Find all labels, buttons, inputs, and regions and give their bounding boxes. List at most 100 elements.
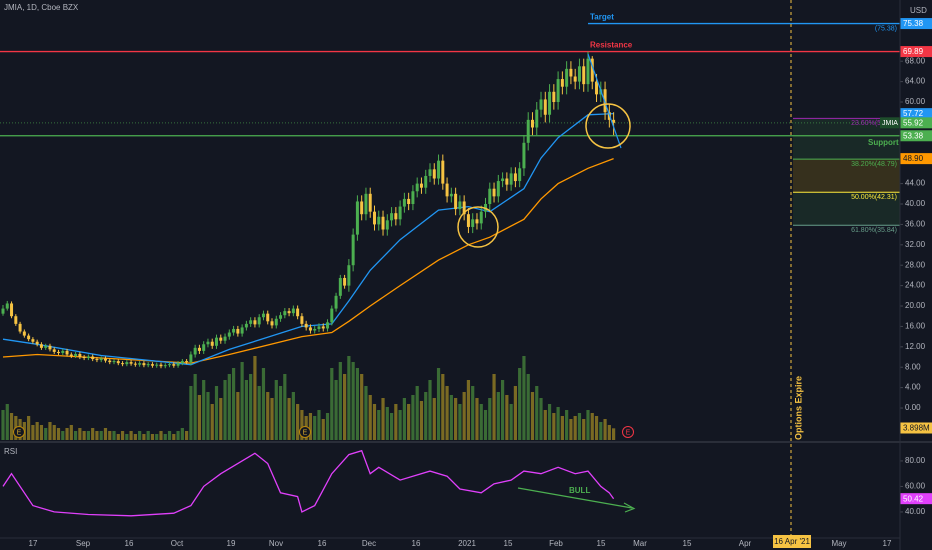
x-tick-label: 15 xyxy=(504,539,513,548)
candle-body xyxy=(125,362,129,365)
volume-bar xyxy=(351,362,355,440)
volume-bar xyxy=(586,410,590,440)
volume-bar xyxy=(253,356,257,440)
volume-bar xyxy=(607,425,611,440)
y-tick-label: 28.00 xyxy=(905,260,926,269)
x-tick-label: Sep xyxy=(76,539,91,548)
candle-body xyxy=(159,364,163,367)
volume-bar xyxy=(385,407,389,440)
volume-bar xyxy=(407,404,411,440)
candle-body xyxy=(244,323,248,328)
volume-bar xyxy=(78,428,82,440)
volume-bar xyxy=(163,434,167,440)
candle-body xyxy=(381,216,385,230)
candle-body xyxy=(530,119,534,128)
candle-body xyxy=(398,206,402,220)
volume-bar xyxy=(565,410,569,440)
volume-bar xyxy=(325,413,330,440)
candle-body xyxy=(535,109,539,128)
candle-body xyxy=(334,295,338,309)
volume-bar xyxy=(278,386,283,440)
volume-bar xyxy=(86,431,90,440)
candle-body xyxy=(590,58,594,82)
volume-bar xyxy=(522,356,526,440)
x-tick-label: 16 xyxy=(412,539,421,548)
volume-bar xyxy=(334,380,338,440)
candle-body xyxy=(330,308,334,323)
ema-fast-value: 57.72 xyxy=(903,109,924,118)
volume-bar xyxy=(231,368,236,440)
volume-bar xyxy=(103,428,108,440)
y-tick-label: 60.00 xyxy=(905,97,926,106)
volume-bar xyxy=(197,395,202,440)
candle-body xyxy=(103,358,107,361)
candle-body xyxy=(462,201,466,215)
volume-bar xyxy=(364,386,368,440)
candle-body xyxy=(415,183,419,192)
candle-body xyxy=(518,168,522,182)
volume-bar xyxy=(82,431,86,440)
candle-body xyxy=(1,308,5,314)
candle-body xyxy=(91,356,95,360)
y-tick-label: 8.00 xyxy=(905,362,921,371)
candle-body xyxy=(31,339,35,342)
rsi-annotation: BULL xyxy=(569,486,590,495)
candle-body xyxy=(112,361,116,363)
support-text: Support xyxy=(868,138,899,147)
candle-body xyxy=(377,216,381,225)
x-tick-label: Mar xyxy=(633,539,647,548)
volume-bar xyxy=(214,386,219,440)
candle-body xyxy=(283,311,287,316)
volume-bar xyxy=(300,410,304,440)
candle-body xyxy=(496,181,500,197)
ema-slow-value: 48.90 xyxy=(903,154,924,163)
candle-body xyxy=(577,66,581,82)
volume-bar xyxy=(483,410,488,440)
candle-body xyxy=(155,364,159,366)
candle-body xyxy=(261,313,265,318)
candle-body xyxy=(539,99,543,110)
volume-bar xyxy=(398,410,402,440)
volume-bar xyxy=(360,374,364,440)
y-tick-label: 16.00 xyxy=(905,322,926,331)
x-tick-label: Feb xyxy=(549,539,563,548)
x-tick-label: May xyxy=(831,539,846,548)
volume-bar xyxy=(556,407,560,440)
candle-body xyxy=(385,220,389,230)
y-tick-label: 4.00 xyxy=(905,383,921,392)
volume-bar xyxy=(355,368,360,440)
candle-body xyxy=(296,308,300,317)
volume-bar xyxy=(313,416,317,440)
candle-body xyxy=(407,198,411,205)
volume-bar xyxy=(415,386,419,440)
candle-body xyxy=(313,328,317,331)
candle-body xyxy=(65,350,69,355)
volume-bar xyxy=(543,410,547,440)
candle-body xyxy=(501,178,505,182)
volume-bar xyxy=(73,431,78,440)
volume-bar xyxy=(35,422,39,440)
plot-layer: 68.00 64.00 60.00 44.00 40.00 36.00 32.00 28.00… xyxy=(0,13,932,548)
volume-bar xyxy=(479,404,483,440)
volume-bar xyxy=(338,362,342,440)
candle-body xyxy=(129,362,133,364)
candle-body xyxy=(266,313,270,322)
candle-body xyxy=(466,214,470,227)
candle-body xyxy=(116,361,120,364)
volume-bar xyxy=(432,398,436,440)
candle-body xyxy=(291,308,295,314)
volume-bar xyxy=(560,416,564,440)
candle-body xyxy=(189,354,193,363)
volume-bar xyxy=(95,431,99,440)
candle-body xyxy=(74,353,78,356)
volume-bar xyxy=(513,386,517,440)
candle-body xyxy=(279,315,283,319)
candle-body xyxy=(300,316,304,324)
volume-bar xyxy=(612,428,616,440)
candle-body xyxy=(364,193,368,215)
volume-bar xyxy=(283,374,287,440)
x-tick-label: Oct xyxy=(171,539,184,548)
candle-body xyxy=(522,142,526,169)
candle-body xyxy=(253,320,257,325)
